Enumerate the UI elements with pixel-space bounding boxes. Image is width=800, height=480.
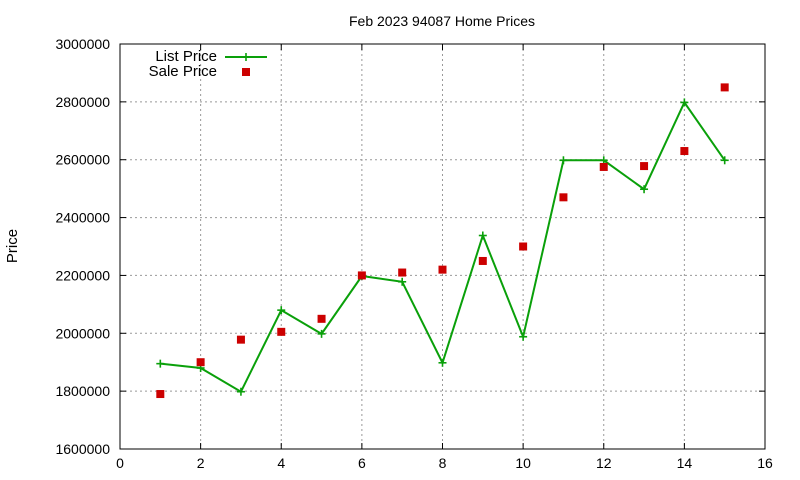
list-price-point xyxy=(438,358,447,367)
y-tick-label: 1800000 xyxy=(55,383,110,399)
sale-price-point xyxy=(720,83,729,92)
list-price-point xyxy=(559,156,568,165)
sale-price-point xyxy=(277,327,286,336)
y-tick-label: 2000000 xyxy=(55,325,110,341)
x-tick-label: 0 xyxy=(116,455,124,471)
sale-price-point xyxy=(357,271,366,280)
sale-price-point xyxy=(559,193,568,202)
list-price-point xyxy=(317,329,326,338)
list-price-point xyxy=(680,98,689,107)
list-price-point xyxy=(640,185,649,194)
x-tick-label: 8 xyxy=(439,455,447,471)
plot-frame xyxy=(119,43,766,450)
x-tick-label: 4 xyxy=(277,455,285,471)
sale-price-point xyxy=(519,242,528,251)
x-tick-label: 6 xyxy=(358,455,366,471)
sale-price-point xyxy=(680,147,689,156)
series-layer xyxy=(156,83,729,399)
list-price-point xyxy=(720,156,729,165)
y-tick-label: 2800000 xyxy=(55,94,110,110)
sale-price-point xyxy=(478,256,487,265)
list-price-point xyxy=(519,332,528,341)
chart-title: Feb 2023 94087 Home Prices xyxy=(349,13,535,29)
list-price-point xyxy=(156,359,165,368)
legend-sample-list-price-marker xyxy=(242,53,250,61)
list-price-point xyxy=(236,387,245,396)
y-tick-label: 2400000 xyxy=(55,210,110,226)
legend-label-sale-price: Sale Price xyxy=(149,63,217,80)
list-price-point xyxy=(478,231,487,240)
x-tick-label: 10 xyxy=(515,455,531,471)
y-tick-label: 2600000 xyxy=(55,152,110,168)
grid-layer xyxy=(120,44,765,449)
sale-price-point xyxy=(438,265,447,274)
x-tick-label: 2 xyxy=(197,455,205,471)
x-tick-label: 16 xyxy=(757,455,773,471)
legend: List Price Sale Price xyxy=(149,48,267,80)
list-price-point xyxy=(398,277,407,286)
tick-layer: 0 2 4 6 8 10 12 14 16 1600000 1800000 2000000 220000… xyxy=(55,36,773,471)
x-tick-label: 14 xyxy=(677,455,693,471)
sale-price-point xyxy=(640,162,649,171)
y-axis-label: Price xyxy=(4,229,21,263)
sale-price-point xyxy=(236,335,245,344)
sale-price-point xyxy=(317,314,326,323)
y-tick-label: 1600000 xyxy=(55,441,110,457)
sale-price-point xyxy=(196,358,205,367)
y-tick-label: 3000000 xyxy=(55,36,110,52)
x-tick-label: 12 xyxy=(596,455,612,471)
sale-price-point xyxy=(599,162,608,171)
y-tick-label: 2200000 xyxy=(55,267,110,283)
legend-label-list-price: List Price xyxy=(155,48,217,65)
legend-sample-sale-price-marker xyxy=(242,68,250,76)
sale-price-point xyxy=(156,390,165,399)
list-price-point xyxy=(277,306,286,315)
sale-price-point xyxy=(398,268,407,277)
